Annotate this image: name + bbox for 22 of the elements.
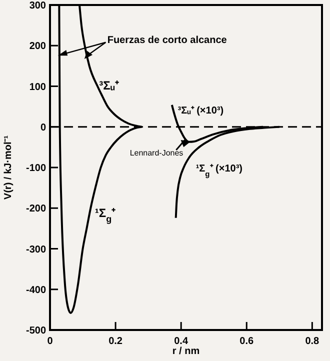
x-axis-title: r / nm (172, 346, 200, 357)
y-tick-label: 200 (29, 41, 46, 52)
y-tick-label: 100 (29, 82, 46, 93)
y-tick-label: -100 (26, 163, 46, 174)
x-tick-label: 0 (47, 336, 54, 347)
y-tick-label: 300 (29, 0, 46, 12)
y-tick-label: -200 (26, 204, 46, 215)
x-tick-label: 0.8 (305, 336, 320, 347)
series-label: ³Σᵤ⁺ (×10³) (178, 105, 224, 116)
x-tick-label: 0.6 (240, 336, 254, 347)
annotation: Lennard-Jones (130, 148, 184, 158)
x-tick-label: 0.4 (174, 336, 188, 347)
series-label: ³Σᵤ⁺ (99, 78, 119, 92)
y-tick-label: -400 (26, 284, 46, 296)
series-label: ¹Σ$_{g}$⁺ (94, 206, 116, 224)
y-tick-label: 0 (40, 122, 46, 134)
y-axis-title: V(r) / kJ·mol⁻¹ (3, 134, 14, 200)
series-label: ¹Σ$_{g}$⁺ (×10³) (196, 164, 243, 178)
x-tick-label: 0.2 (108, 336, 123, 347)
y-tick-label: -500 (26, 326, 46, 336)
annotation: Fuerzas de corto alcance (107, 35, 228, 46)
y-tick-label: -300 (26, 244, 46, 256)
